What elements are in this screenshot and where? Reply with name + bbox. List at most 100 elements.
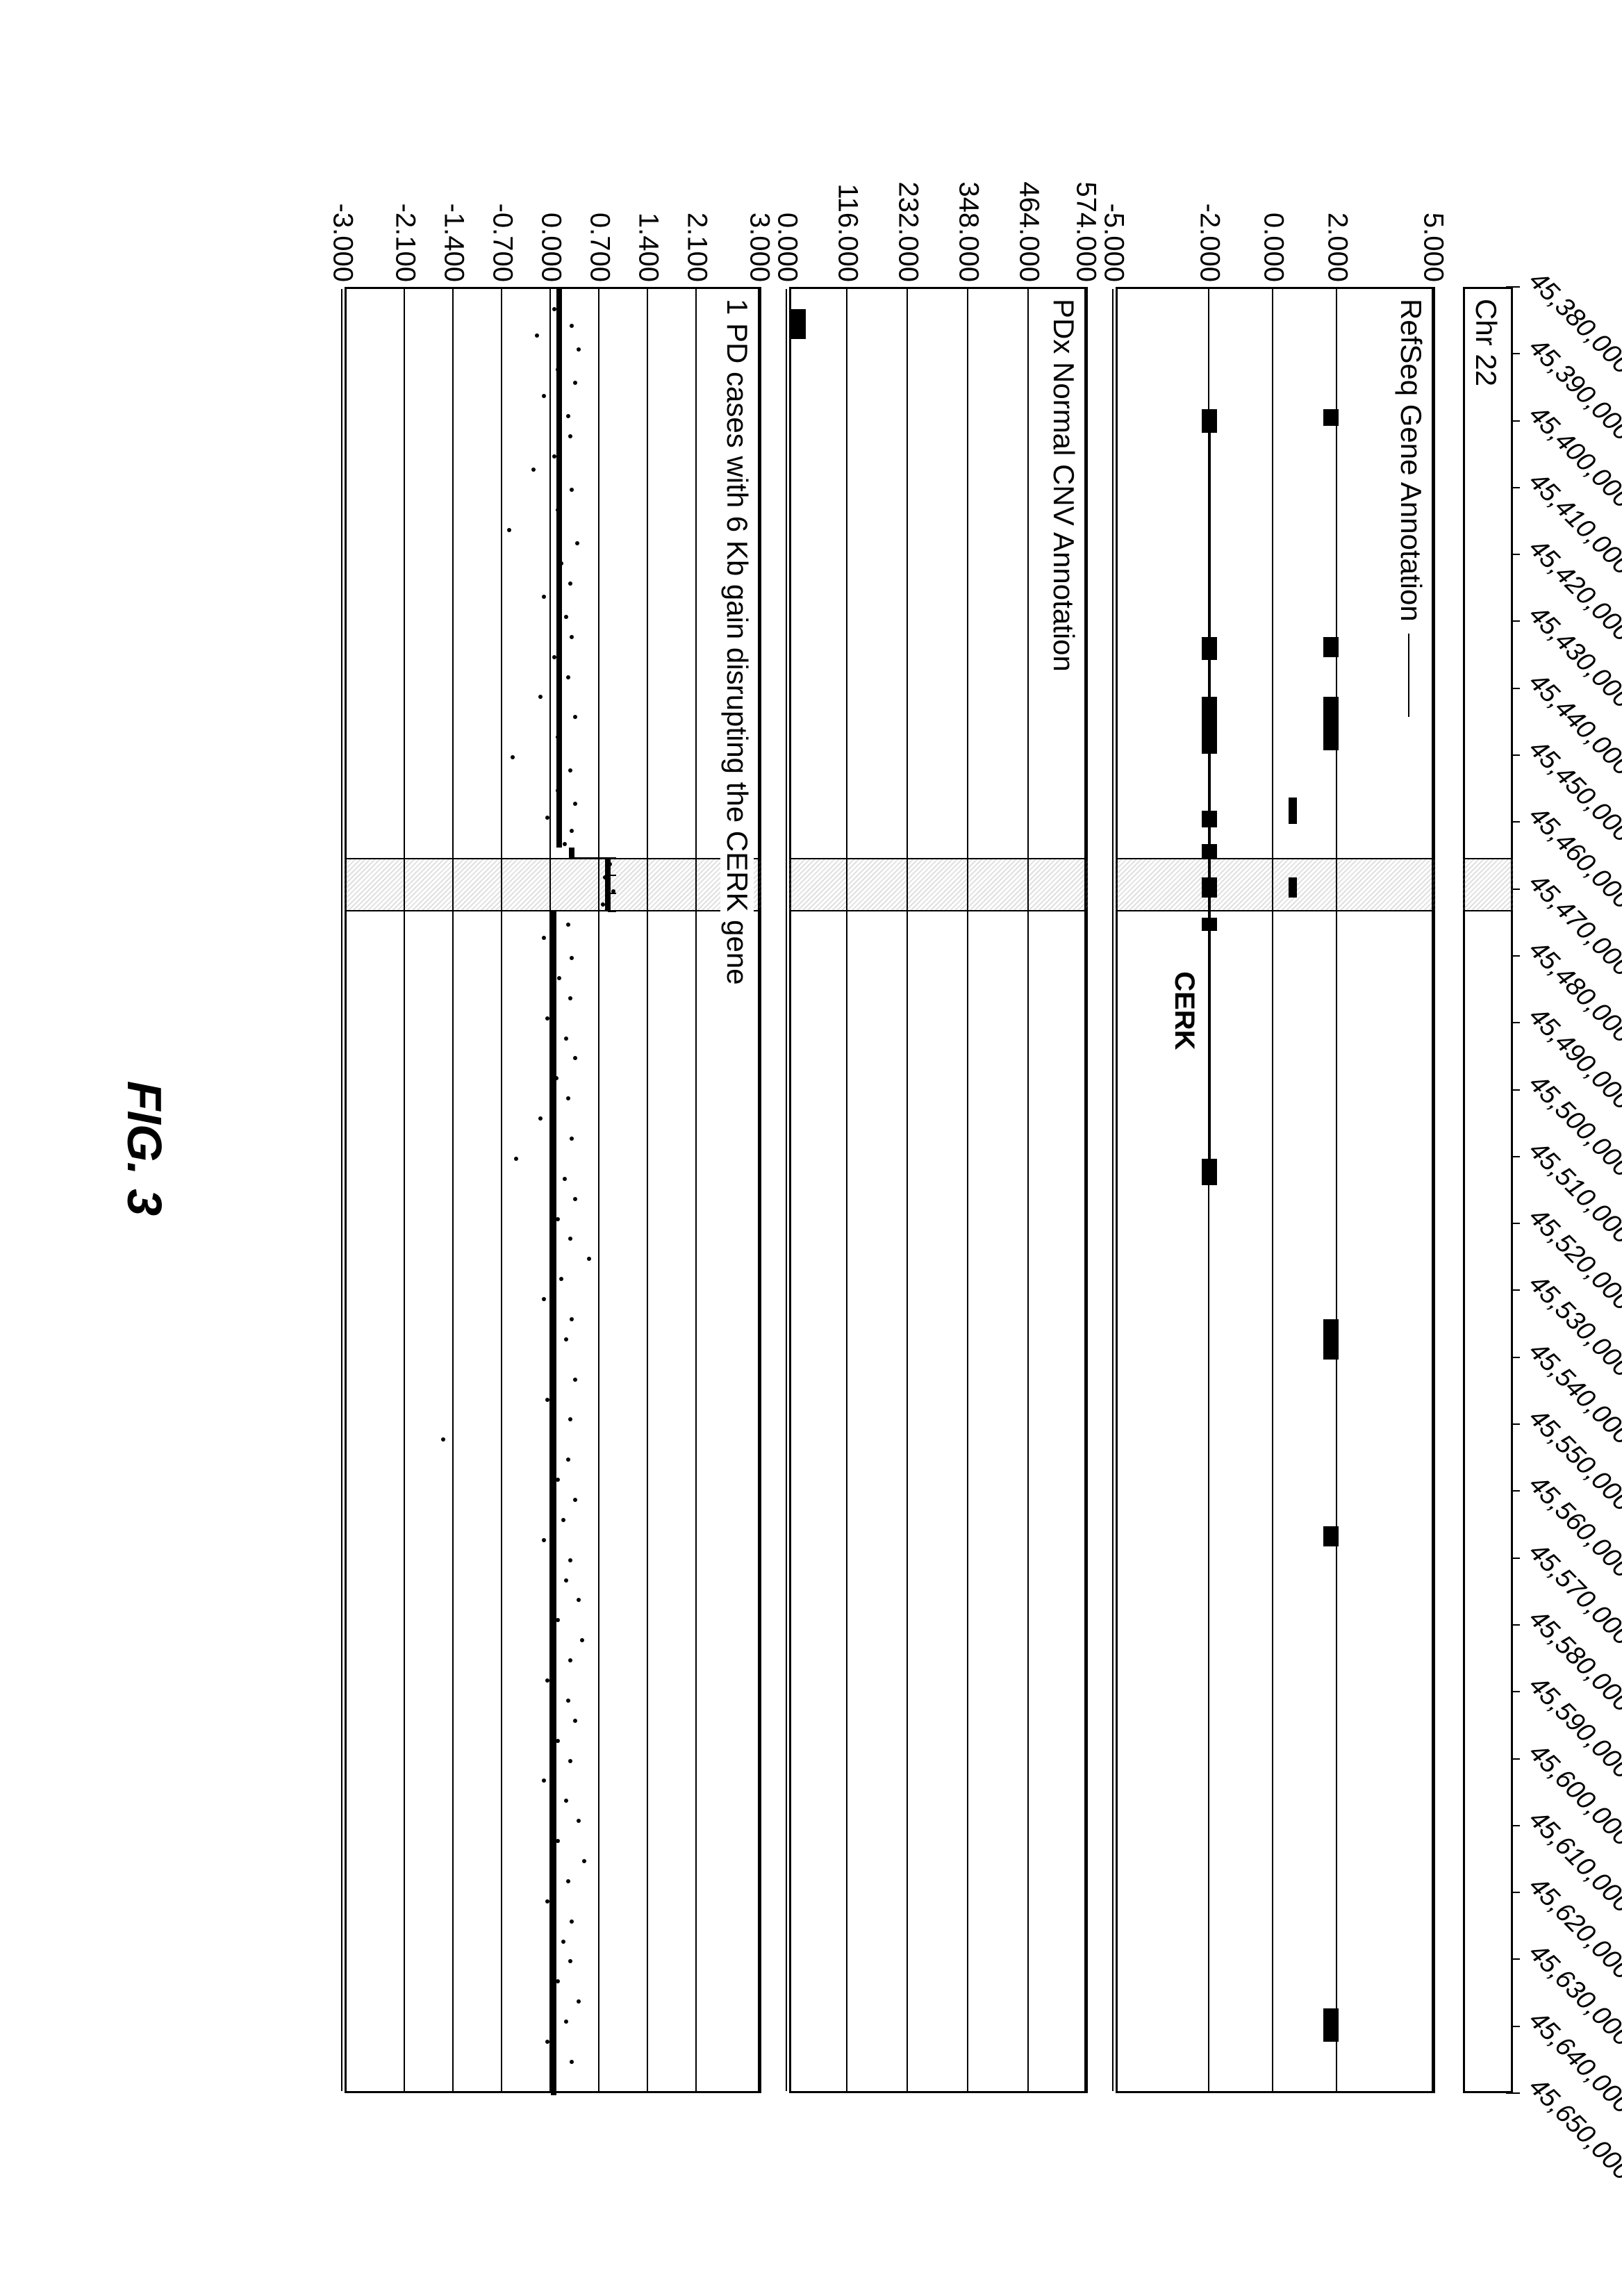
exon-block [1202, 409, 1217, 433]
scatter-dot [559, 561, 563, 565]
panel-normal-cnv: 574.000464.000348.000232.000116.0000.000… [789, 287, 1088, 2093]
scatter-dot [556, 1839, 560, 1843]
scatter-dot [556, 1979, 560, 1983]
scatter-dot [564, 1337, 568, 1341]
scatter-dot [556, 735, 560, 739]
scatter-dot [570, 829, 574, 833]
y-tick-label: 574.000 [1070, 181, 1101, 282]
scatter-dot [577, 1999, 581, 2004]
scatter-dot [564, 1799, 568, 1803]
scatter-dot [568, 1237, 572, 1241]
exon-block [1202, 877, 1217, 898]
scatter-dot [545, 1397, 549, 1401]
y-tick-label: -2.100 [389, 203, 420, 281]
panels-stack: Chr 22 5.0002.0000.000-2.000-5.000 RefSe… [317, 287, 1513, 2093]
scatter-dot [570, 955, 574, 959]
scatter-dot [542, 594, 546, 598]
scatter-dot [561, 1517, 565, 1521]
scatter-dot [564, 1036, 568, 1040]
y-tick-label: 116.000 [831, 183, 863, 282]
scatter-dot [573, 380, 577, 384]
gene-block [1323, 636, 1338, 656]
exon-block [1202, 697, 1217, 754]
scatter-dot [566, 922, 570, 926]
scatter-dot [542, 1297, 546, 1301]
scatter-dot [577, 1819, 581, 1823]
gene-block [1323, 697, 1338, 750]
scatter-dot [570, 323, 574, 327]
scatter-dot [566, 1878, 570, 1883]
panel3-content [347, 289, 759, 2091]
scatter-dot [568, 1558, 572, 1562]
segment-top-tick [608, 875, 616, 876]
exon-block [1202, 918, 1217, 931]
y-tick-label: 2.000 [1321, 212, 1352, 281]
scatter-dot [514, 1156, 518, 1160]
segment-riser [572, 857, 608, 858]
scatter-dot [580, 1638, 584, 1642]
scatter-dot [570, 1316, 574, 1321]
panel-pd-case: 3.0002.1001.4000.7000.000-0.700-1.400-2.… [345, 287, 761, 2093]
scatter-dot [535, 333, 539, 338]
gene-block [1323, 1526, 1338, 1546]
scatter-dot [563, 842, 567, 846]
panel2-content [791, 289, 1086, 2091]
exon-block [1202, 811, 1217, 827]
scatter-dot [568, 768, 572, 773]
scatter-dot [577, 347, 581, 351]
gene-block [1323, 2008, 1338, 2041]
y-tick-label: 348.000 [952, 181, 984, 282]
scatter-dot [568, 1417, 572, 1421]
scatter-dot [566, 1457, 570, 1462]
scatter-dot [441, 1437, 445, 1442]
scatter-dot [573, 715, 577, 719]
y-tick-label: 3.000 [743, 212, 775, 281]
segment-top-tick [608, 910, 616, 911]
scatter-dot [568, 996, 572, 1000]
scatter-dot [566, 675, 570, 679]
y-tick-label: 0.000 [771, 212, 802, 281]
scatter-dot [566, 1096, 570, 1100]
highlight-band [1463, 857, 1513, 911]
scatter-dot [611, 889, 615, 893]
gene-block [1323, 409, 1338, 426]
exon-block [1202, 844, 1217, 857]
y-tick-label: -1.400 [438, 203, 469, 281]
scatter-dot [556, 1216, 560, 1221]
y-tick-label: -3.000 [326, 203, 358, 281]
scatter-dot [552, 654, 556, 659]
scatter-dot [563, 1176, 567, 1180]
scatter-dot [573, 1497, 577, 1501]
scatter-dot [545, 2039, 549, 2043]
scatter-dot [561, 1939, 565, 1943]
y-tick-label: -5.000 [1098, 203, 1129, 281]
panel1-content [1118, 289, 1433, 2091]
scatter-dot [568, 1758, 572, 1762]
scatter-dot [511, 755, 515, 759]
scatter-dot [552, 1357, 556, 1361]
scatter-dot [601, 902, 605, 906]
scatter-dot [542, 394, 546, 398]
scatter-dot [603, 875, 607, 879]
scatter-dot [566, 413, 570, 418]
exon-block [1202, 636, 1217, 660]
scatter-dot [570, 1136, 574, 1140]
scatter-dot [538, 1116, 543, 1121]
figure-page: 45,380,00045,390,00045,400,00045,410,000… [82, 106, 1541, 2190]
scatter-dot [570, 487, 574, 491]
scatter-dot [570, 634, 574, 638]
scatter-dot [577, 1598, 581, 1602]
gene-axis-line [1208, 409, 1211, 1185]
scatter-dot [556, 1478, 560, 1482]
scatter-dot [542, 936, 546, 940]
gene-block-thin [1288, 877, 1296, 898]
segment-line [551, 911, 556, 2095]
y-tick-label: 5.000 [1417, 212, 1448, 281]
y-tick-label: -2.000 [1193, 203, 1225, 281]
exon-block [1202, 1158, 1217, 1185]
scatter-dot [568, 1658, 572, 1662]
scatter-dot [575, 540, 579, 545]
scatter-dot [556, 507, 560, 511]
gridline [341, 289, 342, 2091]
scatter-dot [545, 1016, 549, 1020]
